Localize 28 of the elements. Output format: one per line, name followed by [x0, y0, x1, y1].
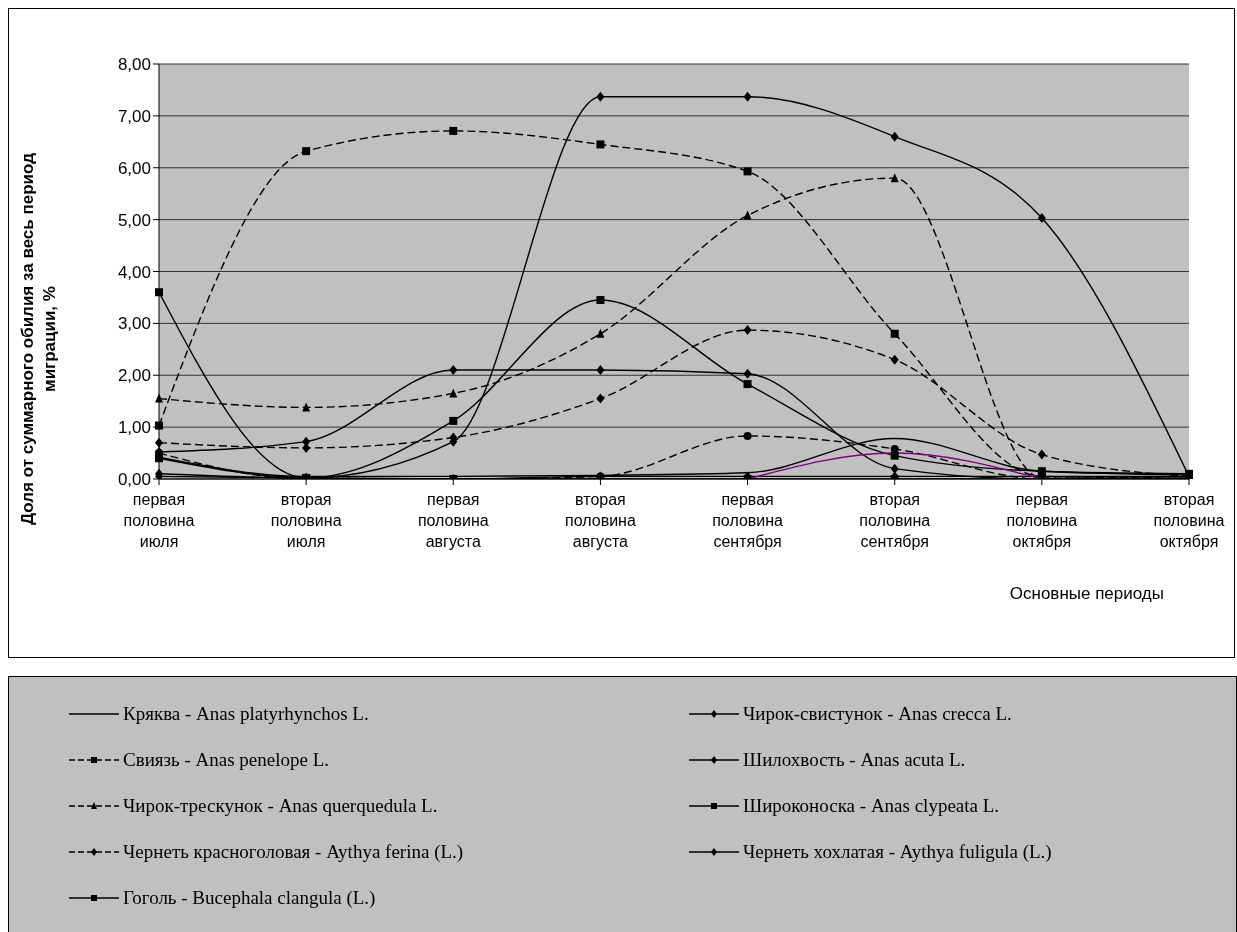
y-tick-label: 3,00: [117, 314, 151, 334]
legend-label: Широконоска - Anas clypeata L.: [743, 795, 1000, 817]
x-tick-label: вторая половина августа: [565, 491, 636, 550]
legend-label: Гоголь - Bucephala clangula (L.): [123, 887, 376, 909]
x-tick-label: первая половина сентября: [712, 491, 784, 550]
y-tick-label: 7,00: [117, 106, 151, 126]
x-tick-label: вторая половина октября: [1153, 491, 1225, 550]
legend-label: Чернеть красноголовая - Aythya ferina (L.): [123, 841, 464, 863]
x-axis-title: Основные периоды: [1009, 584, 1164, 603]
x-tick-label: вторая половина июля: [270, 491, 342, 550]
x-tick-label: первая половина августа: [417, 491, 489, 550]
legend-label: Свиязь - Anas penelope L.: [123, 749, 330, 771]
legend-label: Чирок-свистунок - Anas crecca L.: [743, 703, 1012, 725]
y-axis-title: Доля от суммарного обилия за весь период миграции, %: [17, 152, 60, 527]
y-tick-label: 8,00: [117, 55, 151, 75]
y-tick-label: 6,00: [117, 158, 151, 178]
y-tick-label: 5,00: [117, 210, 151, 230]
y-tick-label: 0,00: [117, 470, 151, 490]
y-tick-label: 2,00: [117, 366, 151, 386]
legend-label: Чернеть хохлатая - Aythya fuligula (L.): [743, 841, 1052, 863]
y-tick-label: 4,00: [117, 262, 151, 282]
x-tick-label: вторая половина сентября: [859, 491, 931, 550]
y-tick-label: 1,00: [117, 418, 151, 438]
legend-label: Кряква - Anas platyrhynchos L.: [123, 703, 369, 725]
x-tick-label: первая половина октября: [1006, 491, 1078, 550]
legend-label: Чирок-трескунок - Anas querquedula L.: [123, 795, 438, 817]
legend-label: Шилохвость - Anas acuta L.: [743, 749, 966, 771]
x-tick-label: первая половина июля: [123, 491, 195, 550]
